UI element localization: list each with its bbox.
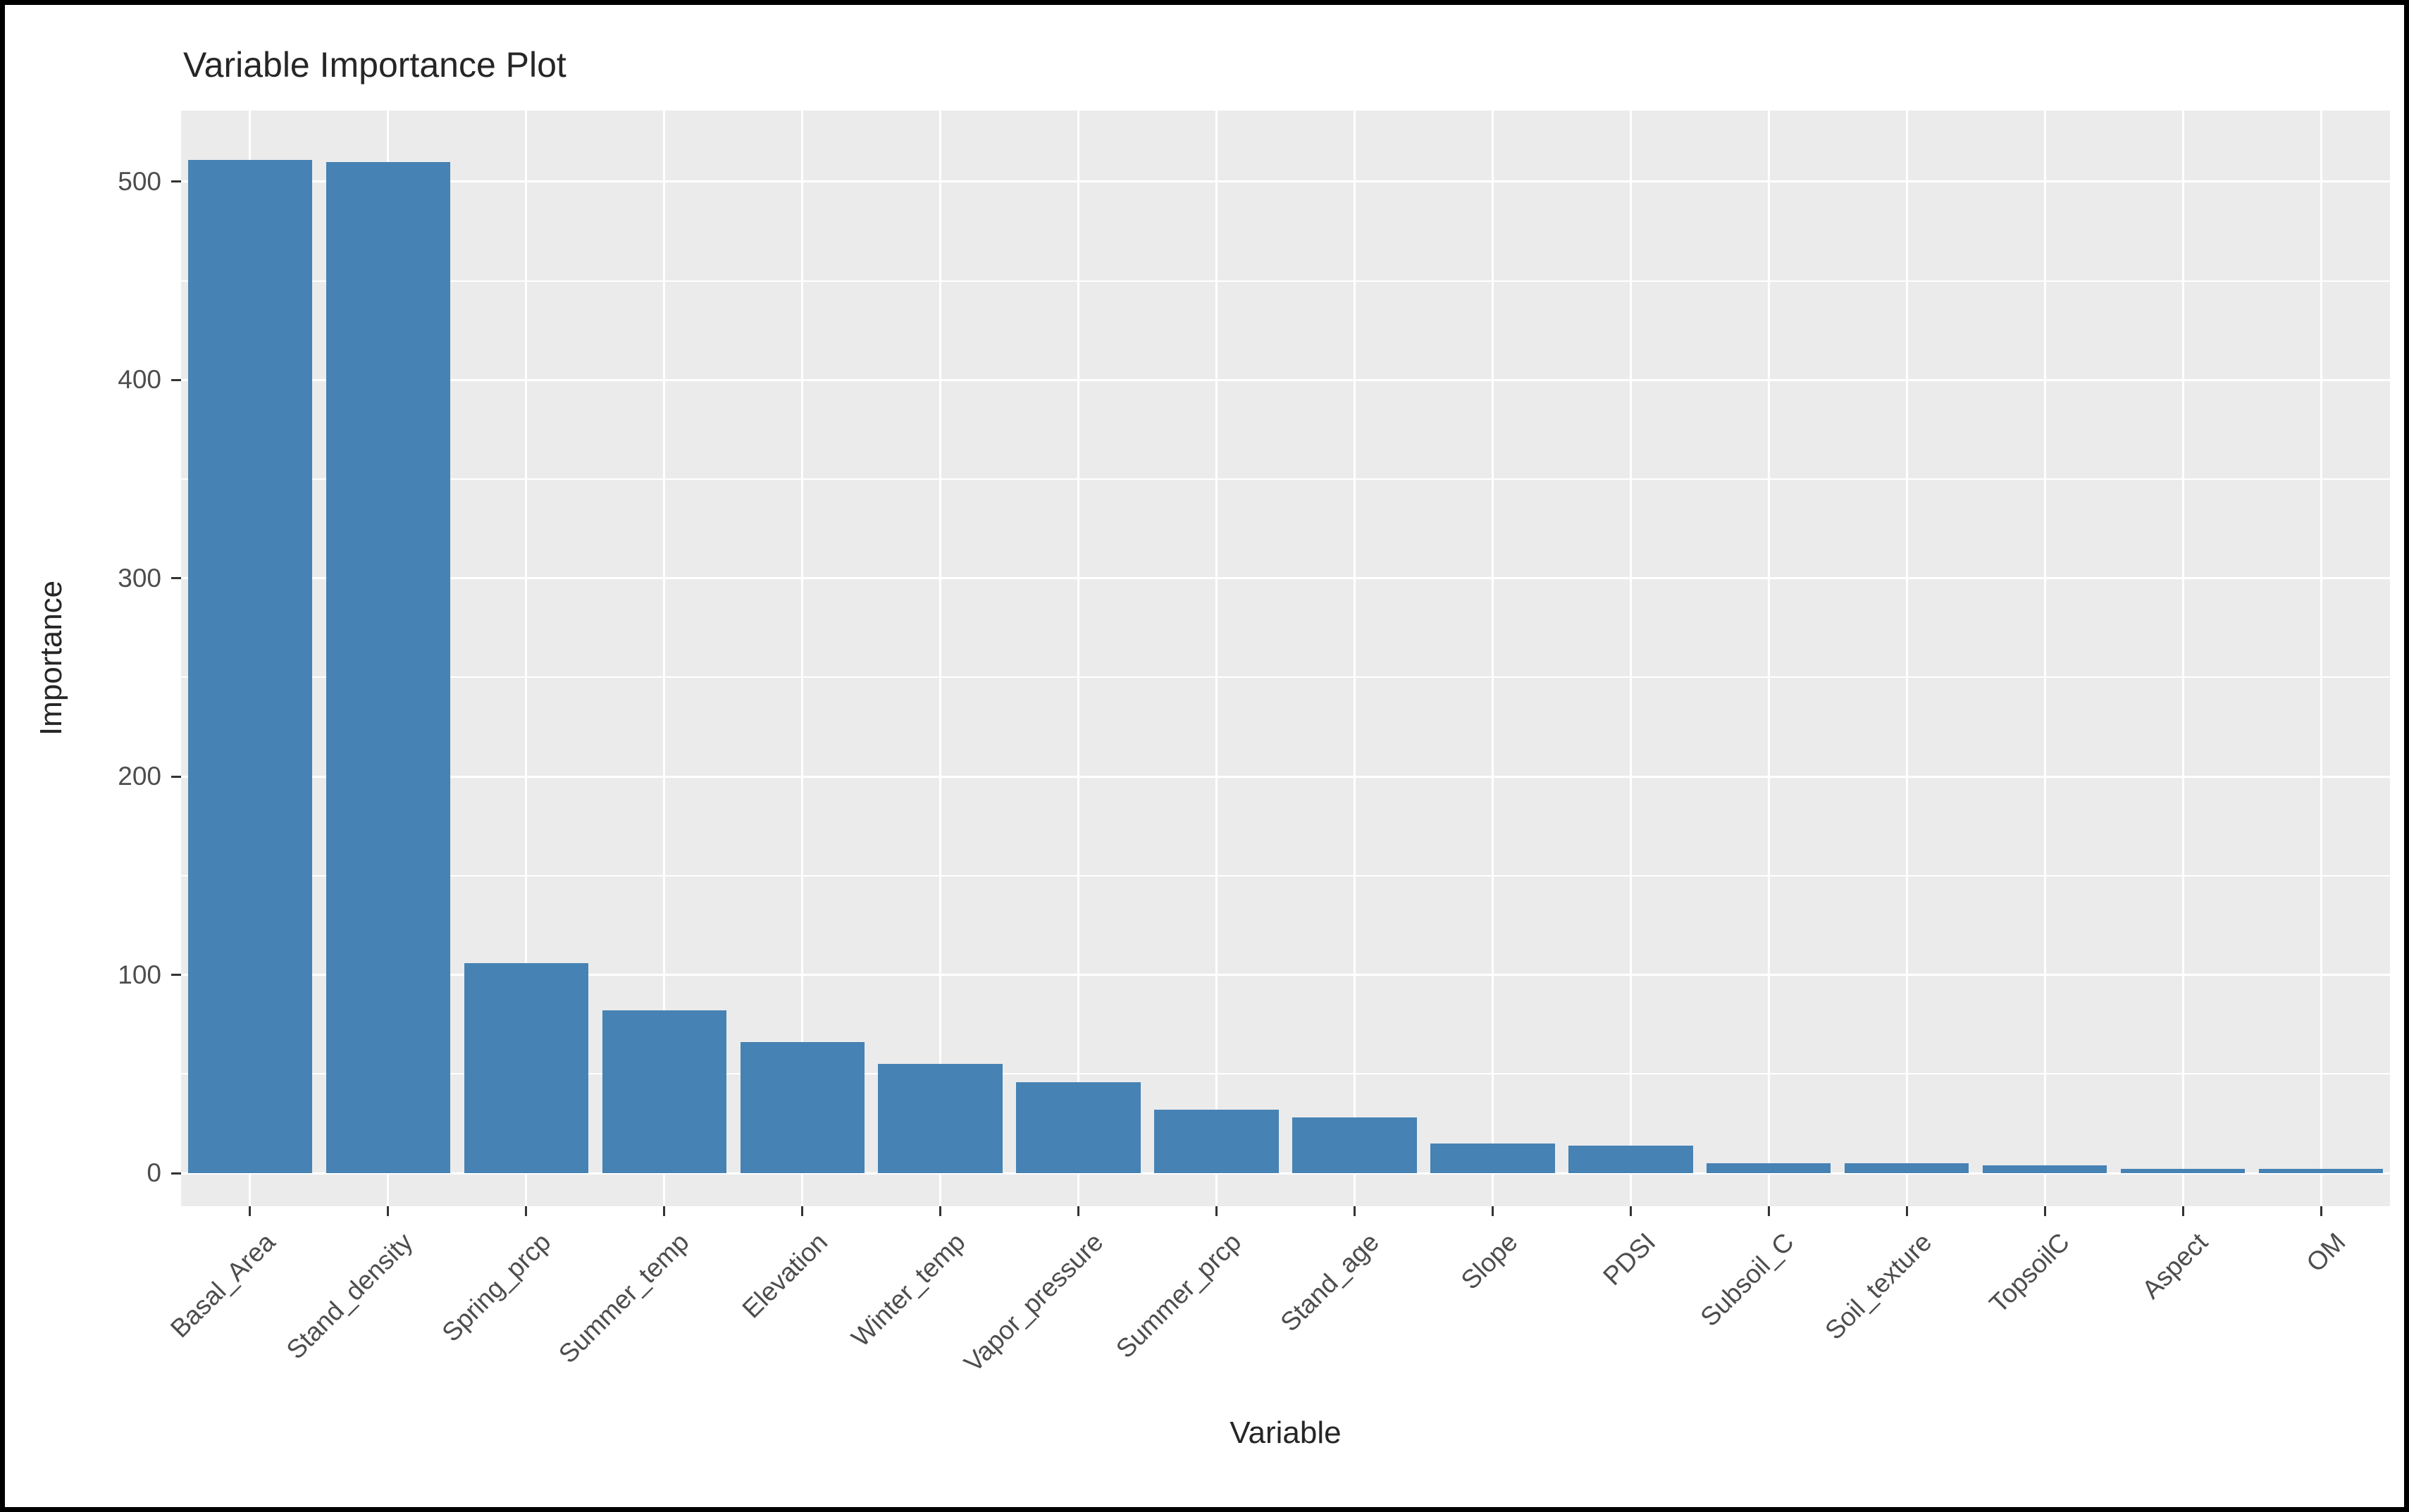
x-tick-mark [1905,1206,1908,1216]
x-major-gridline [2181,111,2184,1206]
y-minor-gridline [181,1073,2390,1075]
bar-subsoil_c [1707,1163,1831,1173]
x-tick-label: Spring_prcp [436,1227,557,1348]
x-major-gridline [1905,111,1908,1206]
x-major-gridline [1629,111,1632,1206]
x-tick-mark [1353,1206,1356,1216]
plot-panel [181,111,2390,1206]
x-major-gridline [1491,111,1494,1206]
bar-pdsi [1568,1145,1693,1173]
y-tick-mark [171,577,181,580]
y-tick-mark [171,378,181,381]
y-tick-label: 100 [118,960,161,989]
y-tick-label: 400 [118,365,161,395]
x-tick-mark [2043,1206,2046,1216]
x-tick-mark [939,1206,942,1216]
y-tick-mark [171,974,181,977]
x-major-gridline [525,111,528,1206]
bar-soil_texture [1845,1163,1969,1173]
x-tick-label: OM [2300,1227,2352,1278]
x-major-gridline [1215,111,1218,1206]
y-tick-label: 0 [147,1158,161,1187]
x-tick-label: Vapor_pressure [958,1227,1109,1378]
x-tick-label: Subsoil_C [1695,1227,1800,1332]
x-tick-mark [1215,1206,1218,1216]
x-major-gridline [1077,111,1080,1206]
x-major-gridline [663,111,666,1206]
bar-vapor_pressure [1016,1082,1141,1173]
y-major-gridline [181,577,2390,580]
x-tick-mark [2320,1206,2322,1216]
bar-elevation [740,1042,865,1173]
x-tick-label: Basal_Area [164,1227,280,1344]
x-tick-mark [525,1206,528,1216]
bar-aspect [2120,1169,2246,1173]
x-tick-mark [801,1206,804,1216]
x-tick-label: Summer_prcp [1110,1227,1247,1364]
y-minor-gridline [181,478,2390,481]
x-tick-label: Aspect [2136,1227,2214,1304]
y-major-gridline [181,974,2390,977]
y-major-gridline [181,378,2390,381]
y-tick-label: 500 [118,166,161,196]
x-axis-title: Variable [1230,1415,1342,1450]
x-tick-mark [249,1206,252,1216]
x-tick-label: Stand_density [281,1227,419,1365]
y-tick-label: 200 [118,762,161,791]
y-major-gridline [181,1172,2390,1175]
x-tick-label: Soil_texture [1819,1227,1938,1346]
y-major-gridline [181,775,2390,778]
bar-stand_age [1292,1117,1417,1173]
x-major-gridline [939,111,942,1206]
y-minor-gridline [181,280,2390,282]
x-tick-mark [1629,1206,1632,1216]
bar-basal_area [187,160,313,1173]
x-tick-label: TopsoilC [1983,1227,2076,1319]
x-tick-label: Slope [1455,1227,1523,1295]
x-tick-label: Summer_temp [553,1227,695,1369]
y-minor-gridline [181,676,2390,678]
bar-spring_prcp [464,962,589,1173]
x-tick-mark [663,1206,666,1216]
y-tick-mark [171,180,181,183]
bar-stand_density [326,161,451,1173]
bar-om [2258,1169,2384,1173]
x-tick-label: Winter_temp [846,1227,971,1353]
y-axis-title: Importance [34,580,68,736]
y-minor-gridline [181,874,2390,876]
bar-summer_prcp [1154,1109,1279,1173]
x-tick-mark [2181,1206,2184,1216]
x-tick-label: Elevation [736,1227,833,1324]
y-tick-label: 300 [118,563,161,593]
y-tick-mark [171,775,181,778]
x-tick-mark [1767,1206,1770,1216]
chart-title: Variable Importance Plot [183,45,566,85]
x-major-gridline [801,111,804,1206]
bar-slope [1430,1143,1555,1173]
bar-topsoilc [1982,1165,2107,1173]
x-major-gridline [2320,111,2322,1206]
y-major-gridline [181,180,2390,183]
x-tick-mark [1077,1206,1080,1216]
bar-winter_temp [878,1064,1003,1173]
y-tick-mark [171,1172,181,1175]
bar-summer_temp [602,1010,726,1173]
x-tick-mark [387,1206,390,1216]
x-major-gridline [2043,111,2046,1206]
x-tick-label: PDSI [1597,1227,1661,1291]
x-tick-mark [1491,1206,1494,1216]
x-tick-label: Stand_age [1275,1227,1385,1337]
x-major-gridline [1767,111,1770,1206]
x-major-gridline [1353,111,1356,1206]
